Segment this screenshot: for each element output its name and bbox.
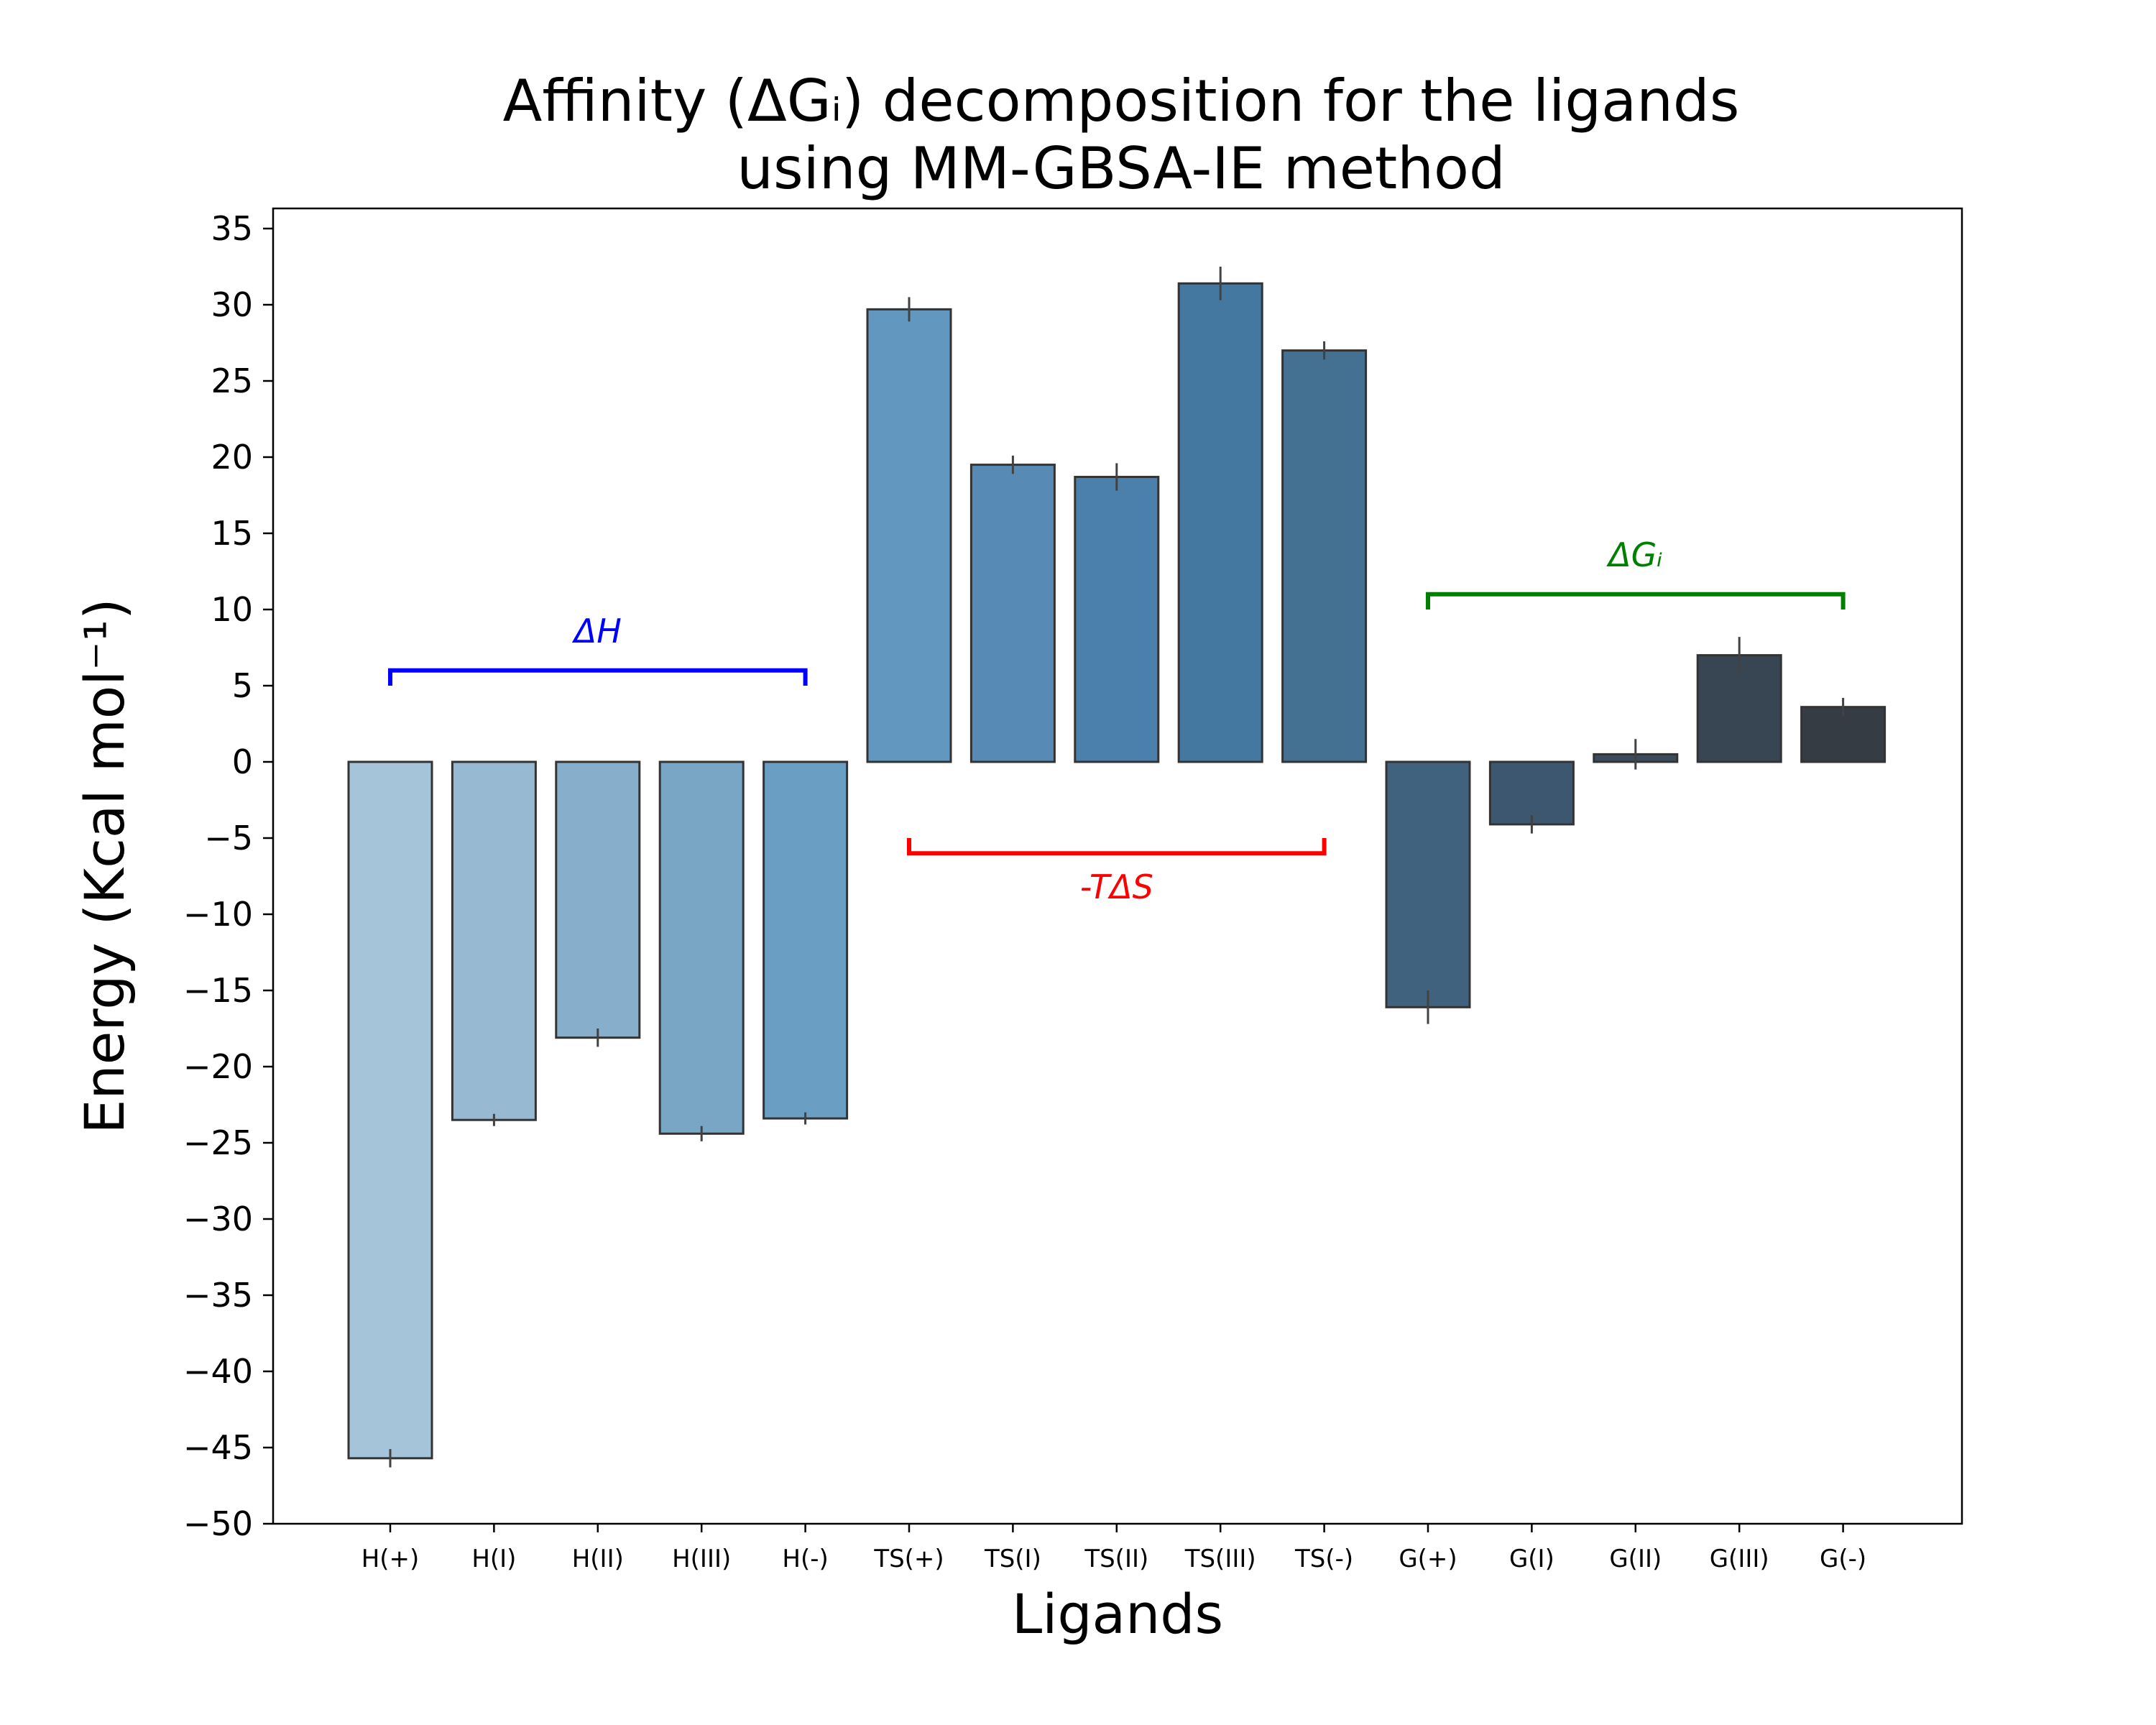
annotations: ΔH -TΔS ΔGᵢ	[388, 535, 1846, 906]
x-tick-label: G(I)	[1509, 1545, 1554, 1573]
bar	[969, 464, 1056, 763]
error-bars	[389, 267, 1845, 1468]
y-tick-label: −15	[183, 971, 253, 1010]
plot-frame	[272, 207, 1963, 1525]
bar	[347, 760, 433, 1460]
annotation-label: ΔH	[572, 612, 622, 650]
annotation-label: ΔGᵢ	[1606, 535, 1662, 574]
y-tick-label: −25	[183, 1123, 253, 1162]
x-tick-label: G(II)	[1609, 1545, 1662, 1573]
annotation-label: -TΔS	[1080, 868, 1153, 906]
y-tick-label: −35	[183, 1276, 253, 1315]
y-tick-label: −45	[183, 1428, 253, 1467]
bar	[866, 308, 952, 763]
x-tick-label: G(+)	[1399, 1545, 1457, 1573]
annotation-bracket	[1426, 592, 1846, 610]
x-tick-label: H(III)	[672, 1545, 731, 1573]
chart-title: Affinity (ΔGᵢ) decomposition for the lig…	[503, 68, 1740, 202]
x-tick-label: G(III)	[1710, 1545, 1769, 1573]
bar	[763, 760, 849, 1120]
bar	[1385, 760, 1471, 1008]
y-tick-label: 5	[232, 666, 253, 705]
x-axis-label: Ligands	[1012, 1582, 1223, 1646]
x-tick-label: H(II)	[572, 1545, 624, 1573]
y-tick-label: 20	[211, 438, 253, 477]
chart-title-line-1: Affinity (ΔGᵢ) decomposition for the lig…	[503, 68, 1740, 134]
y-tick-label: 10	[211, 590, 253, 629]
y-tick-label: −40	[183, 1352, 253, 1391]
y-axis-label: Energy (Kcal mol⁻¹)	[73, 598, 137, 1133]
x-tick-label: TS(+)	[873, 1545, 944, 1573]
annotation-bracket	[907, 838, 1327, 856]
x-tick-label: TS(III)	[1184, 1545, 1256, 1573]
x-tick-label: TS(II)	[1084, 1545, 1148, 1573]
y-tick-label: −50	[183, 1504, 253, 1543]
y-axis: 35 30 25 20 15 10 5 0 −5 −10 −15 −20 −25 −30 −35 −40 −45…	[183, 209, 273, 1543]
y-tick-label: 35	[211, 209, 253, 248]
bar	[1074, 476, 1160, 763]
y-tick-label: 30	[211, 285, 253, 324]
bar	[1177, 282, 1263, 763]
x-axis: H(+) H(I) H(II) H(III) H(-) TS(+) TS(I) TS(II) T…	[361, 1524, 1866, 1573]
bar	[451, 760, 537, 1121]
y-tick-label: −20	[183, 1047, 253, 1086]
x-tick-label: H(I)	[471, 1545, 516, 1573]
bar	[1281, 349, 1368, 763]
x-tick-label: G(-)	[1820, 1545, 1866, 1573]
x-tick-label: TS(I)	[984, 1545, 1041, 1573]
x-tick-label: TS(-)	[1294, 1545, 1353, 1573]
x-tick-label: H(-)	[782, 1545, 828, 1573]
x-tick-label: H(+)	[361, 1545, 420, 1573]
y-tick-label: −5	[204, 819, 253, 857]
y-tick-label: 0	[232, 742, 253, 781]
bars	[347, 282, 1886, 1460]
y-tick-label: −10	[183, 895, 253, 934]
y-tick-label: 25	[211, 362, 253, 400]
y-tick-label: 15	[211, 514, 253, 553]
bar	[555, 760, 641, 1039]
bar	[658, 760, 745, 1135]
chart-title-line-2: using MM-GBSA-IE method	[737, 135, 1505, 202]
bar	[1488, 760, 1575, 826]
y-tick-label: −30	[183, 1200, 253, 1238]
annotation-bracket	[388, 668, 808, 686]
